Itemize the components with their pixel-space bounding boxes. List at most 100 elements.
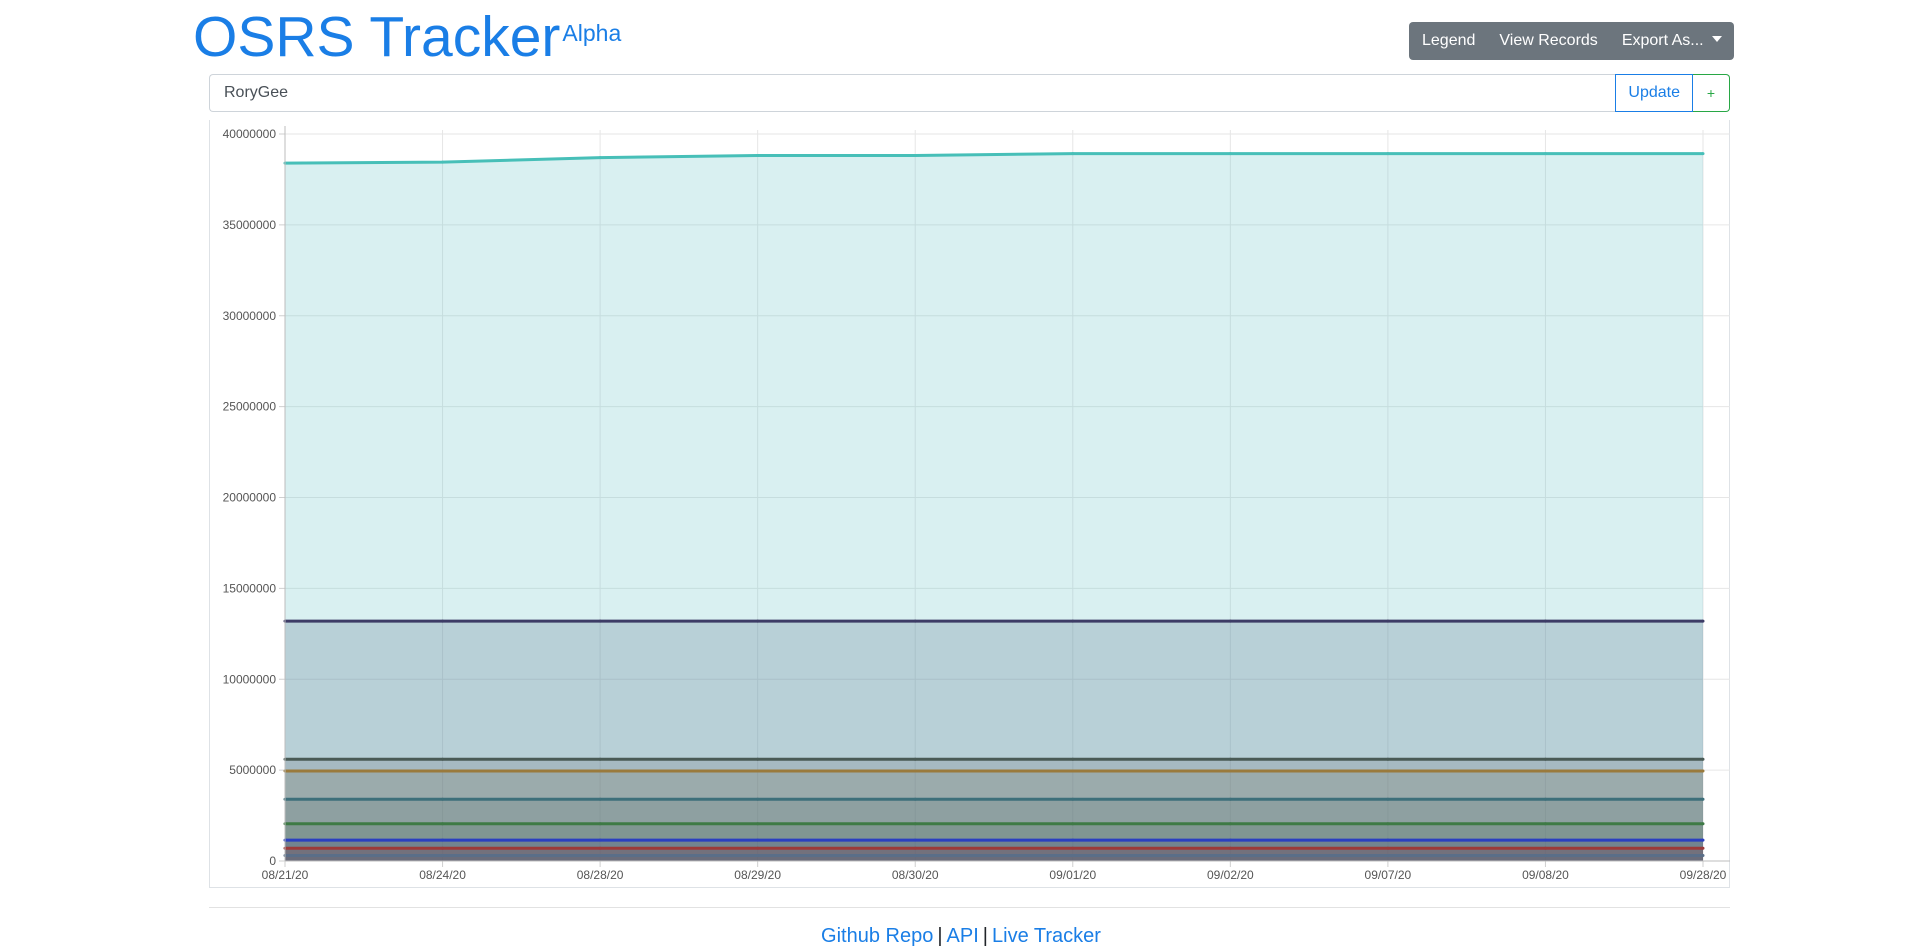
x-tick-label: 09/01/20 [1049,868,1096,882]
series-point-5 [1543,822,1547,826]
y-tick-label: 5000000 [229,763,276,777]
series-point-4 [441,797,445,801]
series-point-5 [913,822,917,826]
view-records-button[interactable]: View Records [1499,32,1598,49]
live-tracker-link[interactable]: Live Tracker [992,925,1101,947]
series-point-3 [913,769,917,773]
series-point-8 [913,854,917,858]
series-point-4 [756,797,760,801]
series-point-1 [1228,619,1232,623]
player-search: Update + [209,74,1730,112]
series-point-0 [598,156,602,160]
series-point-7 [1543,846,1547,850]
series-point-5 [1386,822,1390,826]
y-tick-label: 20000000 [223,491,277,505]
series-area-2 [285,759,1703,861]
y-tick-label: 15000000 [223,581,277,595]
export-dropdown-button[interactable]: Export As... [1610,22,1734,60]
series-point-1 [1386,619,1390,623]
series-point-8 [1386,854,1390,858]
series-point-4 [1701,797,1705,801]
series-point-2 [1543,757,1547,761]
series-point-6 [1386,838,1390,842]
x-tick-label: 09/28/20 [1680,868,1727,882]
series-area-5 [285,823,1703,861]
y-tick-label: 30000000 [223,309,277,323]
series-point-1 [913,619,917,623]
series-point-2 [1701,757,1705,761]
series-point-3 [441,769,445,773]
series-point-7 [1228,846,1232,850]
series-point-2 [1386,757,1390,761]
y-tick-label: 0 [269,854,276,868]
series-point-5 [598,822,602,826]
series-point-6 [1228,838,1232,842]
series-point-0 [1071,152,1075,156]
series-point-7 [913,846,917,850]
series-point-7 [441,846,445,850]
xp-chart-container: 0 5000000 10000000 15000000 20000000 25000000… [209,120,1730,888]
github-repo-link[interactable]: Github Repo [821,925,934,947]
series-point-3 [598,769,602,773]
caret-down-icon [1711,36,1722,42]
series-point-4 [913,797,917,801]
toolbar: Legend View Records Export As... [1409,22,1734,60]
series-point-8 [1228,854,1232,858]
series-point-1 [441,619,445,623]
series-point-5 [1228,822,1232,826]
series-point-3 [1228,769,1232,773]
series-point-6 [913,838,917,842]
series-point-8 [1543,854,1547,858]
api-link[interactable]: API [946,925,979,947]
series-point-6 [1071,838,1075,842]
update-button[interactable]: Update [1615,74,1693,112]
x-tick-label: 08/28/20 [577,868,624,882]
series-point-7 [598,846,602,850]
series-point-2 [1228,757,1232,761]
footer-separator: | [937,925,943,947]
series-point-1 [1543,619,1547,623]
series-point-2 [756,757,760,761]
export-label: Export As... [1621,32,1704,49]
series-point-8 [756,854,760,858]
series-point-3 [1386,769,1390,773]
legend-button[interactable]: Legend [1422,32,1476,49]
series-point-6 [1701,838,1705,842]
series-point-8 [598,854,602,858]
series-point-5 [1701,822,1705,826]
x-tick-label: 08/24/20 [419,868,466,882]
series-point-1 [1071,619,1075,623]
app-title: OSRS TrackerAlpha [193,6,621,68]
username-input[interactable] [209,74,1616,112]
series-point-6 [441,838,445,842]
series-point-0 [1228,152,1232,156]
series-area-1 [285,621,1703,861]
x-tick-label: 08/30/20 [892,868,939,882]
series-point-4 [1386,797,1390,801]
x-tick-label: 08/21/20 [262,868,309,882]
series-point-7 [1071,846,1075,850]
series-point-4 [1543,797,1547,801]
add-player-button[interactable]: + [1693,74,1730,112]
series-point-2 [441,757,445,761]
axis-layer: 0 5000000 10000000 15000000 20000000 25000000… [223,126,1730,882]
series-line-0 [284,152,1703,165]
series-point-7 [1386,846,1390,850]
series-point-3 [1701,769,1705,773]
series-point-0 [1701,152,1705,156]
series-point-6 [598,838,602,842]
series-point-1 [598,619,602,623]
series-point-0 [1386,152,1390,156]
series-point-6 [1543,838,1547,842]
footer: Github Repo | API | Live Tracker [0,923,1912,949]
series-point-6 [756,838,760,842]
series-point-8 [1071,854,1075,858]
series-point-3 [1071,769,1075,773]
y-tick-label: 40000000 [223,127,277,141]
series-area-3 [285,771,1703,861]
series-point-0 [756,153,760,157]
footer-divider [209,907,1730,908]
y-tick-label: 25000000 [223,400,277,414]
x-tick-label: 09/02/20 [1207,868,1254,882]
series-point-5 [1071,822,1075,826]
